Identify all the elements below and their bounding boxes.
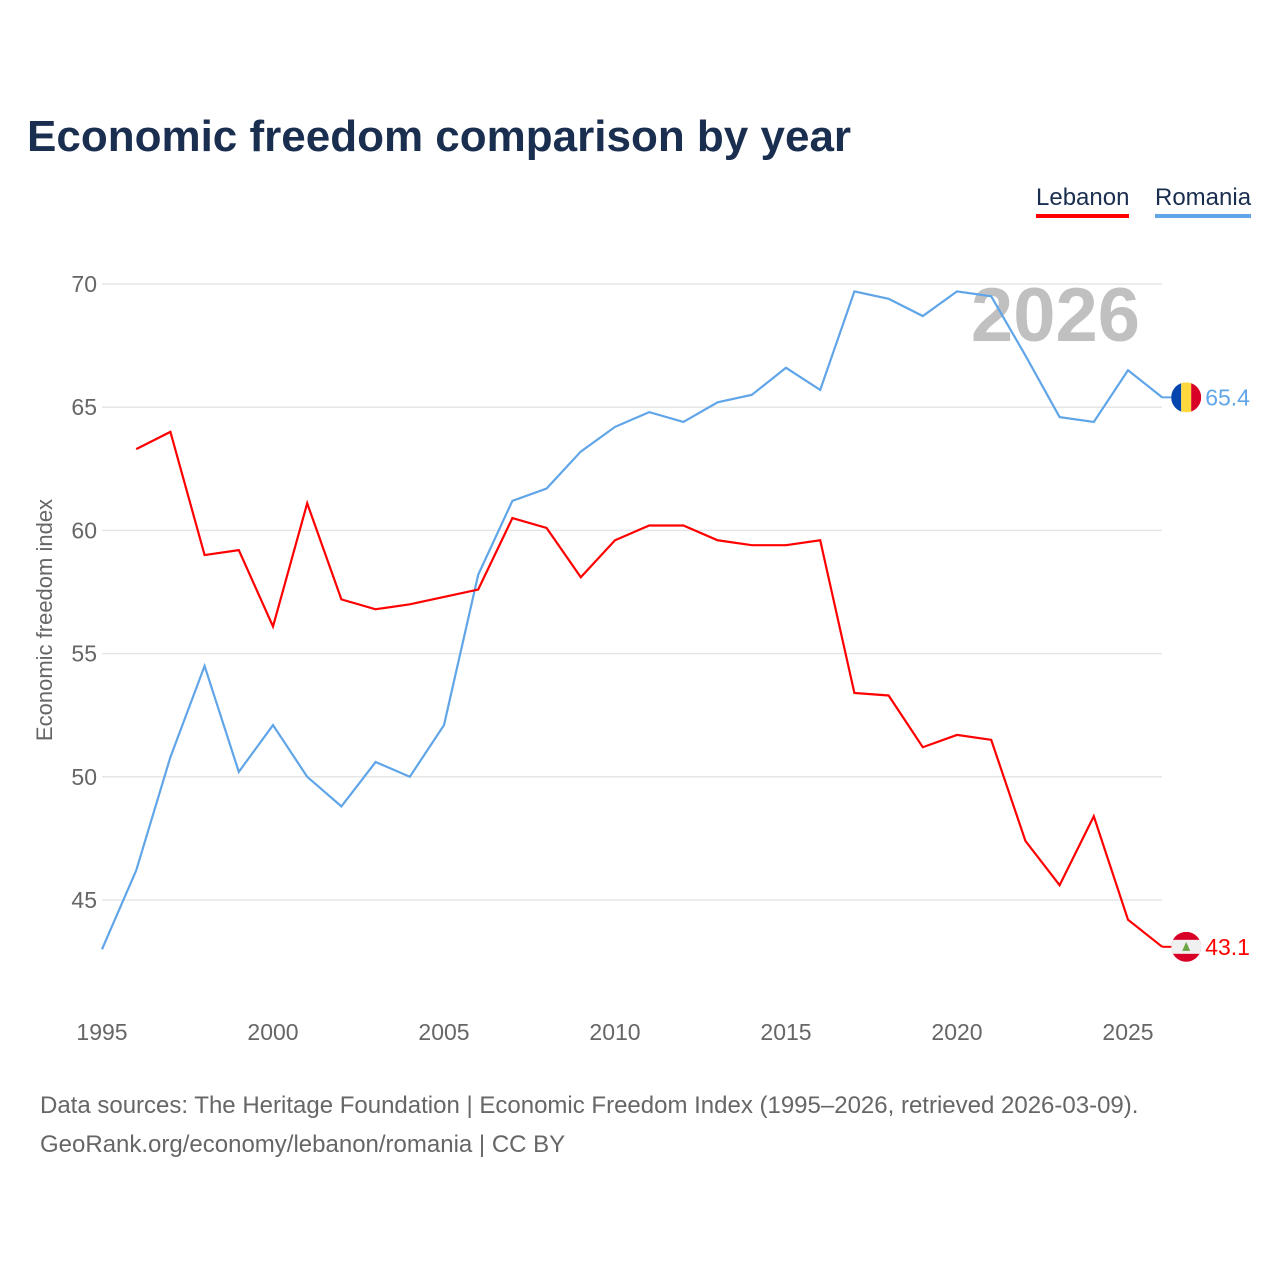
year-watermark: 2026 [971,273,1140,358]
x-tick-label: 2005 [418,1019,469,1045]
y-tick-label: 65 [71,394,97,420]
series-line-romania [100,290,1163,950]
end-value-label-romania: 65.4 [1205,384,1250,410]
legend-romania[interactable]: Romania [1155,184,1252,218]
y-axis-label: Economic freedom index [32,499,57,741]
x-tick-label: 1995 [76,1019,127,1045]
x-tick-label: 2010 [589,1019,640,1045]
y-tick-label: 55 [71,641,97,667]
x-tick-label: 2000 [247,1019,298,1045]
romania-flag-icon [1171,382,1202,413]
end-value-label-lebanon: 43.1 [1205,934,1250,960]
y-tick-label: 70 [71,271,97,297]
x-tick-label: 2025 [1102,1019,1153,1045]
source-line-1: Data sources: The Heritage Foundation | … [40,1092,1139,1119]
y-tick-label: 45 [71,887,97,913]
y-tick-label: 60 [71,517,97,543]
source-note: Data sources: The Heritage Foundation | … [40,1086,1138,1164]
x-tick-label: 2015 [760,1019,811,1045]
x-tick-label: 2020 [931,1019,982,1045]
chart-title: Economic freedom comparison by year [27,112,852,161]
lebanon-flag-icon [1171,931,1202,962]
legend-lebanon[interactable]: Lebanon [1036,184,1130,218]
source-line-2: GeoRank.org/economy/lebanon/romania | CC… [40,1131,566,1158]
y-tick-label: 50 [71,764,97,790]
series-line-lebanon [135,430,1163,948]
